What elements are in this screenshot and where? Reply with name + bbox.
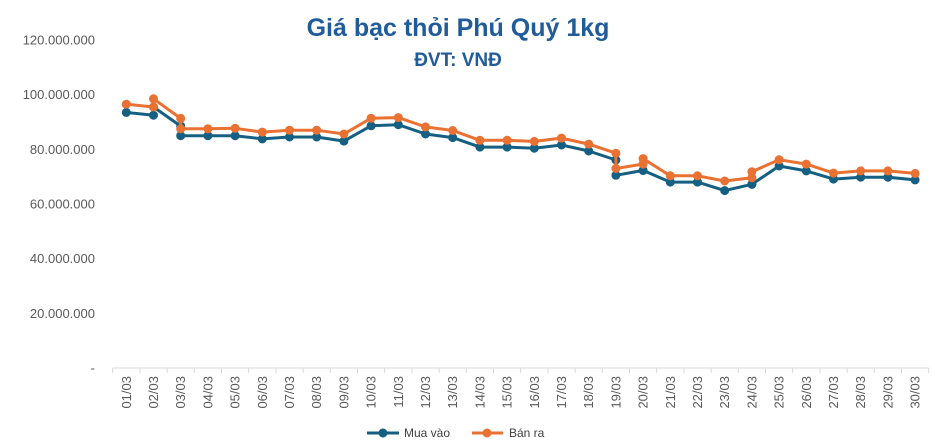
- data-point-ban-ra: [801, 159, 811, 169]
- data-point-ban-ra: [638, 154, 648, 164]
- x-tick-label: 15/03: [500, 376, 515, 409]
- data-point-mua-vao: [230, 131, 240, 141]
- x-tick-label: 07/03: [282, 376, 297, 409]
- x-tick-label: 27/03: [826, 376, 841, 409]
- x-tick-label: 09/03: [336, 376, 351, 409]
- x-tick-label: 22/03: [690, 376, 705, 409]
- x-tick-label: 13/03: [445, 376, 460, 409]
- y-tick-label: 120.000.000: [23, 33, 95, 48]
- data-point-mua-vao: [366, 121, 376, 131]
- x-tick-label: 30/03: [908, 376, 923, 409]
- data-point-ban-ra: [121, 99, 131, 109]
- legend-label-ban-ra: Bán ra: [509, 426, 545, 440]
- series-ban-ra: [121, 94, 920, 186]
- x-tick-label: 08/03: [309, 376, 324, 409]
- data-point-ban-ra: [584, 139, 594, 149]
- data-point-ban-ra: [774, 155, 784, 165]
- y-axis: - 20.000.000 40.000.000 60.000.000 80.000.00…: [23, 33, 95, 376]
- x-tick-label: 02/03: [146, 376, 161, 409]
- x-tick-label: 11/03: [391, 376, 406, 408]
- data-point-ban-ra: [421, 122, 430, 132]
- x-tick-label: 28/03: [853, 376, 868, 409]
- data-point-ban-ra: [312, 125, 322, 135]
- x-tick-label: 03/03: [173, 376, 188, 409]
- data-point-ban-ra: [883, 166, 893, 176]
- x-tick-label: 23/03: [717, 376, 732, 409]
- chart-subtitle: ĐVT: VNĐ: [414, 50, 502, 71]
- data-point-ban-ra: [176, 113, 186, 123]
- data-point-ban-ra: [448, 126, 458, 135]
- data-point-ban-ra: [747, 167, 757, 177]
- x-tick-label: 29/03: [880, 376, 895, 409]
- x-tick-label: 26/03: [799, 376, 814, 409]
- data-point-ban-ra: [176, 124, 186, 134]
- x-tick-label: 20/03: [636, 376, 651, 409]
- x-tick-label: 19/03: [608, 376, 623, 409]
- x-tick-label: 01/03: [119, 376, 134, 409]
- data-point-ban-ra: [203, 124, 213, 134]
- y-tick-label: 80.000.000: [30, 142, 95, 157]
- x-tick-label: 06/03: [255, 376, 270, 409]
- data-point-ban-ra: [285, 125, 294, 135]
- data-point-ban-ra: [149, 94, 158, 104]
- data-point-ban-ra: [693, 171, 702, 181]
- x-tick-label: 17/03: [554, 376, 569, 409]
- data-point-mua-vao: [149, 110, 158, 120]
- y-tick-label: -: [91, 361, 95, 376]
- data-point-ban-ra: [665, 171, 675, 181]
- data-point-ban-ra: [502, 135, 512, 145]
- data-point-ban-ra: [475, 135, 485, 145]
- x-tick-label: 21/03: [663, 376, 678, 409]
- data-point-ban-ra: [339, 129, 349, 139]
- legend-marker-mua-vao: [378, 428, 388, 438]
- data-point-ban-ra: [829, 168, 838, 178]
- data-point-ban-ra: [230, 123, 240, 133]
- data-point-ban-ra: [393, 113, 403, 123]
- x-axis: 01/03 02/03 03/03 04/03 05/03 06/03 07/03 08/03…: [112, 367, 930, 409]
- data-point-ban-ra: [611, 148, 621, 158]
- data-point-ban-ra: [366, 113, 376, 123]
- chart-title: Giá bạc thỏi Phú Quý 1kg: [307, 14, 610, 42]
- data-point-ban-ra: [529, 136, 539, 146]
- legend-label-mua-vao: Mua vào: [404, 426, 450, 440]
- y-tick-label: 100.000.000: [23, 87, 95, 102]
- legend-item-mua-vao: Mua vào: [367, 426, 450, 440]
- data-point-ban-ra: [149, 102, 158, 112]
- x-tick-label: 10/03: [364, 376, 379, 409]
- data-point-ban-ra: [856, 166, 866, 176]
- legend-item-ban-ra: Bán ra: [472, 426, 545, 440]
- x-tick-label: 24/03: [744, 376, 759, 409]
- legend: Mua vào Bán ra: [367, 426, 545, 440]
- x-tick-label: 14/03: [472, 376, 487, 409]
- data-point-ban-ra: [910, 168, 920, 178]
- x-tick-label: 12/03: [418, 376, 433, 409]
- y-tick-label: 20.000.000: [30, 306, 95, 321]
- x-tick-label: 16/03: [527, 376, 542, 409]
- y-tick-label: 40.000.000: [30, 251, 95, 266]
- data-point-ban-ra: [611, 164, 621, 173]
- x-tick-label: 05/03: [228, 376, 243, 409]
- x-tick-label: 18/03: [581, 376, 596, 409]
- data-point-mua-vao: [121, 107, 131, 117]
- x-tick-label: 04/03: [200, 376, 215, 409]
- plot-area: [121, 94, 920, 196]
- x-tick-label: 25/03: [772, 376, 787, 409]
- data-point-ban-ra: [257, 127, 267, 137]
- y-tick-label: 60.000.000: [30, 197, 95, 212]
- data-point-mua-vao: [720, 186, 730, 196]
- data-point-ban-ra: [557, 133, 566, 143]
- legend-marker-ban-ra: [482, 428, 492, 438]
- data-point-ban-ra: [720, 176, 730, 186]
